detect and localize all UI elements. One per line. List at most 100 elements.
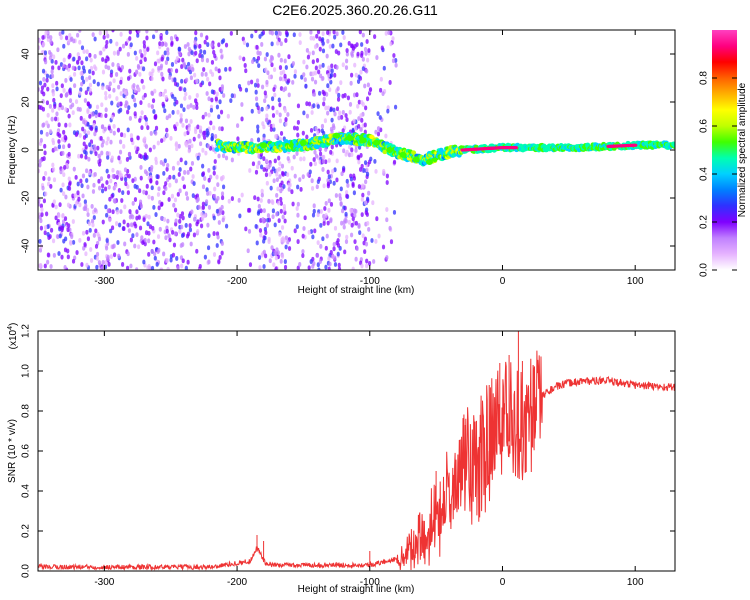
spectrogram-cell <box>179 118 183 124</box>
spectrogram-cell <box>118 139 123 145</box>
spectrogram-cell <box>314 65 318 71</box>
carrier-cell <box>438 147 444 153</box>
spectrogram-cell <box>126 76 131 81</box>
spectrogram-cell <box>205 187 209 193</box>
spectrogram-cell <box>302 72 306 78</box>
spectrogram-cell <box>290 189 294 195</box>
spectrogram-cell <box>51 83 55 89</box>
spectrogram-cell <box>73 83 77 89</box>
spectrogram-cell <box>93 131 97 137</box>
spectrogram-cell <box>193 98 198 104</box>
spectrogram-cell <box>175 56 179 61</box>
spectrogram-cell <box>165 127 169 133</box>
spectrogram-cell <box>169 36 174 41</box>
spectrogram-cell <box>242 40 246 46</box>
spectrogram-cell <box>212 193 217 199</box>
spectrogram-cell <box>186 104 191 110</box>
spectrogram-cell <box>274 134 278 139</box>
spectrogram-cell <box>49 39 53 45</box>
spectrogram-cell <box>245 42 250 48</box>
spectrogram-cell <box>104 58 108 64</box>
spectrogram-cell <box>272 67 277 72</box>
spectrogram-cell <box>94 151 98 157</box>
spectrogram-cell <box>190 160 195 166</box>
spectrogram-cell <box>72 166 76 172</box>
spectrogram-cell <box>152 144 156 150</box>
spectrogram-cell <box>85 49 89 55</box>
spectrogram-cell <box>94 228 98 234</box>
spectrogram-cell <box>310 76 315 82</box>
spectrogram-cell <box>152 109 156 114</box>
spectrogram-cell <box>218 126 222 132</box>
spectrogram-cell <box>385 180 389 185</box>
spectrogram-cell <box>123 241 127 247</box>
spectrogram-cell <box>344 65 349 71</box>
spectrogram-cell <box>106 136 110 142</box>
spectrogram-cell <box>194 194 198 200</box>
colorbar-ticks: 0.0 0.2 0.4 0.6 0.8 <box>699 71 737 277</box>
spectrogram-cell <box>118 149 123 155</box>
spectrogram-cell <box>112 87 116 93</box>
spectrogram-cell <box>342 224 346 230</box>
spectrogram-cell <box>147 251 151 257</box>
spectrogram-cell <box>260 42 264 47</box>
spectrogram-cell <box>78 30 82 33</box>
spectrogram-cell <box>301 249 305 254</box>
spectrogram-cell <box>278 112 282 118</box>
spectrogram-cell <box>354 256 358 262</box>
spectrogram-cell <box>364 210 368 216</box>
spectrogram-cell <box>358 167 363 172</box>
spectrogram-cell <box>336 251 340 257</box>
spectrogram-cell <box>266 70 270 76</box>
spectrogram-cell <box>66 248 70 254</box>
spectrogram-cell <box>329 72 334 78</box>
spectrogram-cell <box>129 133 134 138</box>
spectrogram-cell <box>365 39 369 44</box>
spectrogram-cell <box>55 111 59 117</box>
spectrogram-cell <box>284 65 288 70</box>
spectrogram-cell <box>278 136 282 142</box>
spectrogram-cell <box>184 191 189 197</box>
spectrogram-cell <box>117 188 121 193</box>
spectrogram-cell <box>327 198 331 204</box>
spectrogram-cell <box>142 47 147 53</box>
spectrogram-cell <box>115 174 119 180</box>
spectrogram-cell <box>267 239 271 245</box>
spectrogram-cell <box>284 235 288 241</box>
spectrogram-cell <box>149 131 153 136</box>
spectrogram-cell <box>374 168 378 174</box>
spectrogram-cell <box>96 231 100 237</box>
spectrogram-cell <box>197 133 201 139</box>
snr-scale-factor: (x104) <box>7 323 19 350</box>
spectrogram-cell <box>283 108 287 114</box>
spectrogram-cell <box>237 197 241 203</box>
spectrogram-cell <box>313 79 318 85</box>
spectrogram-cell <box>256 50 260 56</box>
spectrogram-cell <box>276 250 280 256</box>
spectrogram-cell <box>210 59 215 65</box>
spectrogram-cell <box>88 87 92 93</box>
spectrogram-cell <box>144 154 148 159</box>
spectrogram-cell <box>298 262 302 267</box>
spectrogram-cell <box>352 190 356 196</box>
spectrogram-cell <box>387 30 391 36</box>
spectrogram-cell <box>176 109 180 115</box>
spectrogram-cell <box>373 158 377 164</box>
spectrogram-cell <box>359 69 363 75</box>
spectrogram-cell <box>160 71 164 77</box>
spectrogram-x-tick-label: -200 <box>227 276 247 287</box>
spectrogram-cell <box>77 153 81 159</box>
spectrogram-cell <box>265 222 269 228</box>
spectrogram-cell <box>158 226 162 232</box>
spectrogram-cell <box>264 172 269 178</box>
spectrogram-cell <box>161 76 165 82</box>
spectrogram-cell <box>328 87 332 93</box>
spectrogram-cell <box>57 144 62 150</box>
spectrogram-cell <box>159 267 163 270</box>
spectrogram-cell <box>238 213 242 219</box>
spectrogram-cell <box>361 66 365 71</box>
spectrogram-y-ticks: -40 -20 0 20 40 <box>21 48 675 253</box>
spectrogram-cell <box>377 233 381 239</box>
spectrogram-cell <box>178 51 182 57</box>
spectrogram-cell <box>303 77 307 83</box>
